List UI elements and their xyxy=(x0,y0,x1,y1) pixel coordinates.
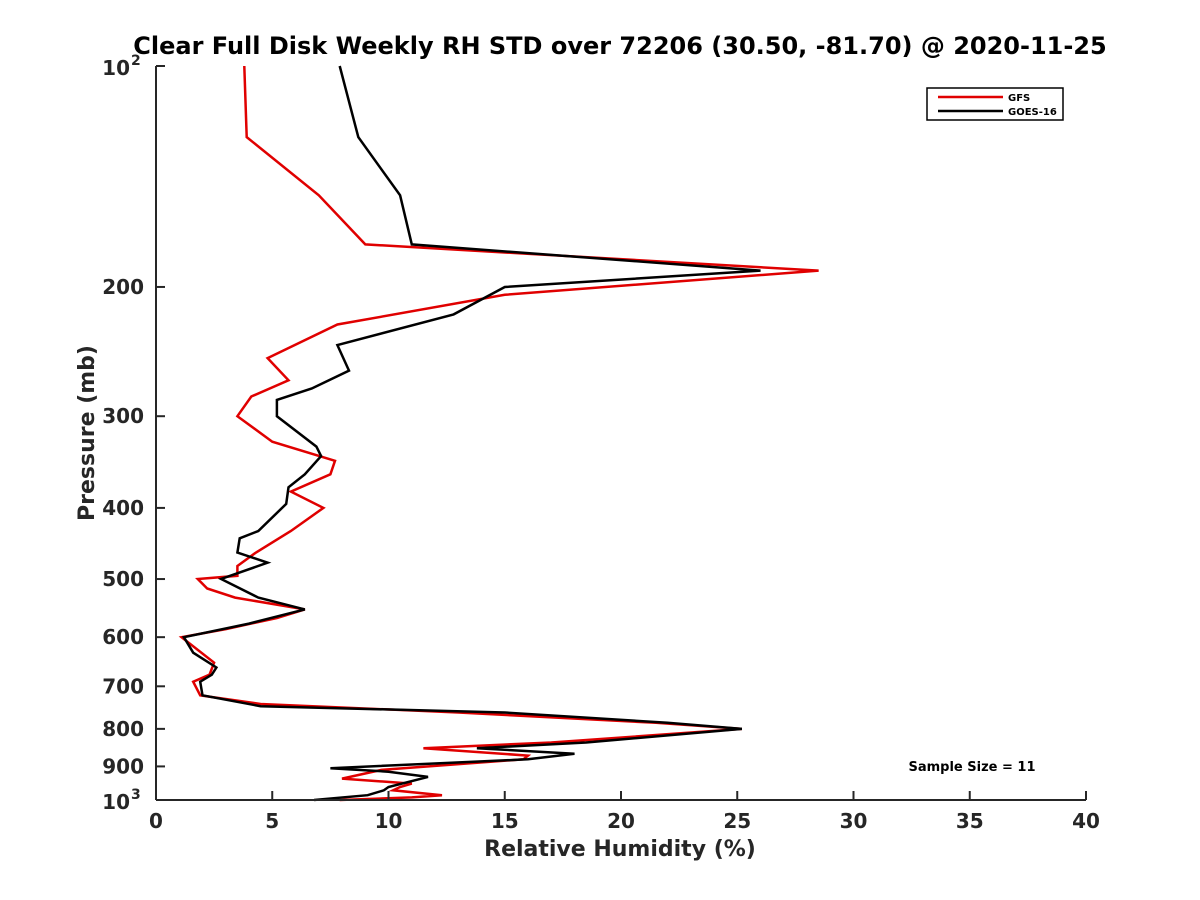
legend: GFS GOES-16 xyxy=(926,87,1064,121)
y-tick-label: 500 xyxy=(102,567,144,591)
legend-label: GFS xyxy=(1008,93,1030,104)
x-tick-label: 10 xyxy=(375,809,403,833)
x-tick-label: 25 xyxy=(723,809,751,833)
x-axis-label: Relative Humidity (%) xyxy=(484,837,756,862)
legend-box xyxy=(926,87,1064,121)
sample-size-annotation: Sample Size = 11 xyxy=(908,760,1035,775)
chart-title: Clear Full Disk Weekly RH STD over 72206… xyxy=(133,32,1106,60)
legend-label: GOES-16 xyxy=(1008,107,1057,118)
y-tick-label: 10 xyxy=(102,790,130,814)
y-tick-exponent: 3 xyxy=(131,787,141,803)
x-tick-label: 0 xyxy=(149,809,163,833)
y-axis-label: Pressure (mb) xyxy=(75,345,100,521)
x-tick-label: 5 xyxy=(265,809,279,833)
y-tick-label: 10 xyxy=(102,56,130,80)
x-tick-label: 20 xyxy=(607,809,635,833)
y-tick-label: 600 xyxy=(102,625,144,649)
x-tick-label: 40 xyxy=(1072,809,1100,833)
series-layer xyxy=(178,65,819,802)
y-tick-exponent: 2 xyxy=(131,53,141,69)
y-tick-label: 400 xyxy=(102,496,144,520)
y-tick-label: 700 xyxy=(102,674,144,698)
x-tick-label: 30 xyxy=(840,809,868,833)
x-tick-label: 35 xyxy=(956,809,984,833)
y-tick-label: 900 xyxy=(102,754,144,778)
series-line-goes-16 xyxy=(181,65,761,802)
x-tick-label: 15 xyxy=(491,809,519,833)
y-tick-label: 800 xyxy=(102,717,144,741)
y-tick-label: 200 xyxy=(102,275,144,299)
y-tick-label: 300 xyxy=(102,404,144,428)
